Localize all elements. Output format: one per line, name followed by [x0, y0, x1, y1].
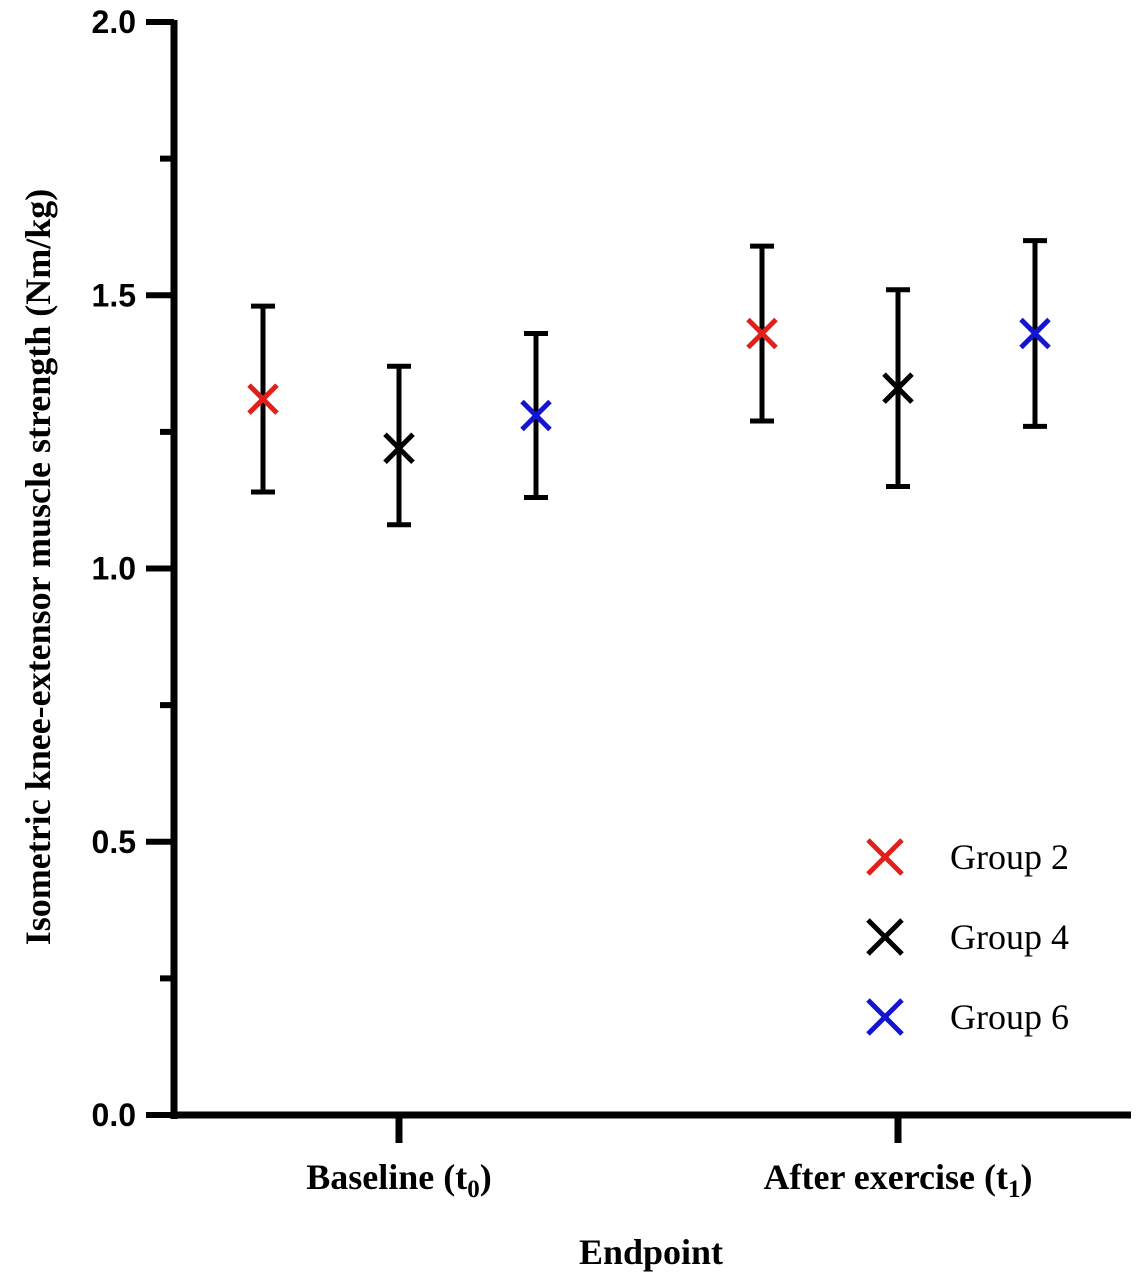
x-category-after-exercise: After exercise (t1) — [763, 1157, 1032, 1203]
y-tick-label: 0.5 — [92, 824, 136, 860]
y-tick-label: 1.5 — [92, 277, 136, 313]
x-axis-title: Endpoint — [579, 1232, 723, 1272]
data-point-group-6 — [520, 399, 552, 432]
data-point-group-4 — [383, 432, 415, 465]
data-point-group-2 — [247, 383, 279, 415]
y-tick-label: 0.0 — [92, 1097, 136, 1133]
legend-marker-group-4 — [866, 918, 904, 956]
legend-marker-group-6 — [866, 998, 904, 1036]
data-point-group-2 — [746, 317, 778, 350]
y-axis-ticks: 0.0 0.5 1.0 1.5 2.0 — [92, 4, 174, 1133]
legend-marker-group-2 — [866, 838, 904, 876]
y-tick-label: 2.0 — [92, 4, 136, 40]
x-category-baseline: Baseline (t0) — [306, 1157, 491, 1203]
data-point-group-4 — [882, 372, 914, 404]
legend: Group 2 Group 4 Group 6 — [866, 837, 1069, 1037]
data-point-group-6 — [1019, 317, 1051, 350]
legend-label-group-2: Group 2 — [950, 837, 1069, 877]
data-marks — [247, 238, 1051, 528]
y-axis-title: Isometric knee-extensor muscle strength … — [18, 189, 58, 946]
legend-label-group-4: Group 4 — [950, 917, 1069, 957]
y-tick-label: 1.0 — [92, 551, 136, 587]
legend-label-group-6: Group 6 — [950, 997, 1069, 1037]
